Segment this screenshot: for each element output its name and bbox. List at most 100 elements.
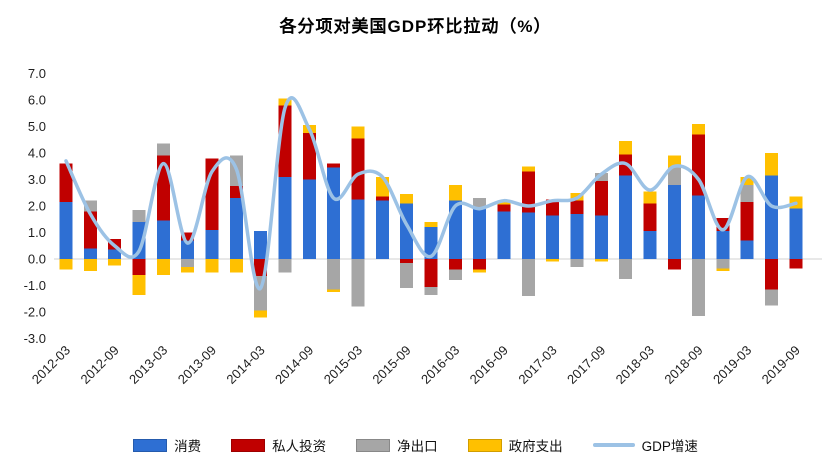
bar-segment-消费-2013-06 [181,240,195,259]
x-axis-tick-label: 2016-09 [467,343,511,387]
chart-title: 各分项对美国GDP环比拉动（%） [279,17,552,36]
bar-segment-私人投资-2017-09 [594,180,608,216]
x-axis-tick-label: 2014-03 [223,343,267,387]
bar-segment-净出口-2017-06 [570,259,584,267]
bar-segment-政府支出-2017-12 [619,141,633,155]
bar-segment-政府支出-2013-03 [156,259,170,275]
bar-segment-消费-2016-12 [521,212,535,260]
bar-segment-私人投资-2015-09 [400,259,414,263]
x-axis-tick-label: 2015-03 [321,343,365,387]
bar-segment-政府支出-2016-12 [521,166,535,172]
bar-segment-净出口-2018-06 [667,167,681,185]
bar-segment-消费-2018-12 [716,231,730,260]
y-axis-tick-label: 1.0 [28,225,46,240]
bar-segment-消费-2014-06 [278,176,292,259]
bar-segment-私人投资-2014-12 [327,163,341,168]
consumption-swatch-icon [133,438,168,452]
bar-segment-消费-2012-06 [83,248,97,259]
bar-segment-消费-2014-12 [327,167,341,259]
bar-segment-净出口-2016-12 [521,259,535,297]
bar-segment-消费-2013-03 [156,220,170,259]
gdp-line-swatch-icon [592,443,635,447]
y-axis-tick-label: 0.0 [28,252,46,267]
legend-item-government-spending: 政府支出 [467,435,563,455]
bar-segment-政府支出-2016-03 [448,184,462,201]
legend-label-gdp-growth: GDP增速 [641,439,698,454]
bar-segment-私人投资-2016-09 [497,204,511,212]
bar-segment-消费-2013-09 [205,229,219,259]
bar-segment-消费-2012-12 [132,221,146,259]
gdp-line [64,96,798,291]
bar-segment-私人投资-2013-06 [181,232,195,241]
bar-segment-消费-2016-03 [448,200,462,259]
bar-segment-消费-2019-03 [740,240,754,259]
bar-segment-政府支出-2015-09 [400,194,414,204]
x-axis-tick-label: 2018-09 [661,343,705,387]
bar-segment-政府支出-2019-03 [740,176,754,185]
bar-segment-消费-2017-03 [546,215,560,259]
bar-segment-净出口-2017-12 [619,259,633,279]
x-axis-tick-label: 2014-09 [272,343,316,387]
bar-segment-消费-2015-06 [375,200,389,259]
y-axis-tick-label: -3.0 [24,331,46,346]
bar-segment-私人投资-2013-12 [229,186,243,199]
bar-segment-私人投资-2019-09 [789,259,803,269]
x-axis-tick-label: 2017-09 [564,343,608,387]
bar-segment-消费-2014-03 [254,231,268,260]
bar-segment-消费-2012-09 [108,249,122,259]
government-spending-swatch-icon [467,438,502,452]
x-axis-tick-label: 2019-09 [759,343,803,387]
y-axis-tick-label: 4.0 [28,146,46,161]
bar-segment-净出口-2013-06 [181,259,195,267]
legend-label-private-investment: 私人投资 [272,439,327,454]
legend-item-gdp-growth: GDP增速 [592,435,698,455]
bar-segment-政府支出-2019-06 [765,153,779,176]
bar-segment-政府支出-2015-03 [351,126,365,139]
bar-segment-消费-2019-09 [789,208,803,259]
x-axis-tick-label: 2012-03 [29,343,73,387]
bar-segment-私人投资-2014-09 [302,133,316,180]
bar-segment-私人投资-2016-12 [521,171,535,213]
bar-segment-私人投资-2017-06 [570,200,584,214]
y-axis-tick-label: -1.0 [24,278,46,293]
bar-segment-消费-2019-06 [765,175,779,259]
y-axis-tick-label: 6.0 [28,93,46,108]
bar-segment-消费-2015-03 [351,199,365,260]
bar-segment-政府支出-2016-09 [497,200,511,205]
bar-segment-政府支出-2012-06 [83,259,97,271]
private-investment-swatch-icon [231,438,266,452]
bar-segment-政府支出-2018-06 [667,155,681,168]
bar-segment-消费-2018-09 [692,195,706,259]
legend-item-net-exports: 净出口 [356,435,438,455]
bar-segment-政府支出-2012-12 [132,274,146,295]
bar-segment-政府支出-2016-06 [473,269,487,273]
bar-segment-政府支出-2014-03 [254,310,268,318]
bar-segment-消费-2016-09 [497,211,511,259]
x-axis-tick-label: 2016-03 [418,343,462,387]
bar-segment-私人投资-2012-12 [132,259,146,275]
legend-item-private-investment: 私人投资 [231,435,326,455]
bar-segment-消费-2018-06 [667,184,681,259]
bar-segment-消费-2012-03 [59,202,73,259]
y-axis-tick-label: 3.0 [28,172,46,187]
y-axis-tick-label: -2.0 [24,305,46,320]
bar-segment-净出口-2013-03 [156,143,170,156]
bar-segment-私人投资-2016-03 [448,259,462,270]
legend-label-government-spending: 政府支出 [508,439,563,454]
x-axis-tick-label: 2012-09 [77,343,121,387]
bar-segment-净出口-2019-03 [740,184,754,203]
x-axis-tick-label: 2017-03 [515,343,559,387]
bar-segment-私人投资-2019-03 [740,202,754,241]
bar-segment-政府支出-2017-03 [546,259,560,262]
bar-segment-政府支出-2014-12 [327,289,341,293]
bar-segment-净出口-2019-06 [765,289,779,306]
bar-segment-净出口-2017-09 [594,172,608,181]
bar-segment-净出口-2014-06 [278,259,292,273]
bar-segment-私人投资-2019-06 [765,259,779,290]
bar-segment-私人投资-2015-03 [351,138,365,200]
bar-segment-私人投资-2016-06 [473,259,487,270]
y-axis-tick-label: 5.0 [28,119,46,134]
bar-segment-消费-2017-09 [594,215,608,259]
bar-segment-政府支出-2013-09 [205,259,219,273]
bar-segment-私人投资-2015-06 [375,196,389,201]
